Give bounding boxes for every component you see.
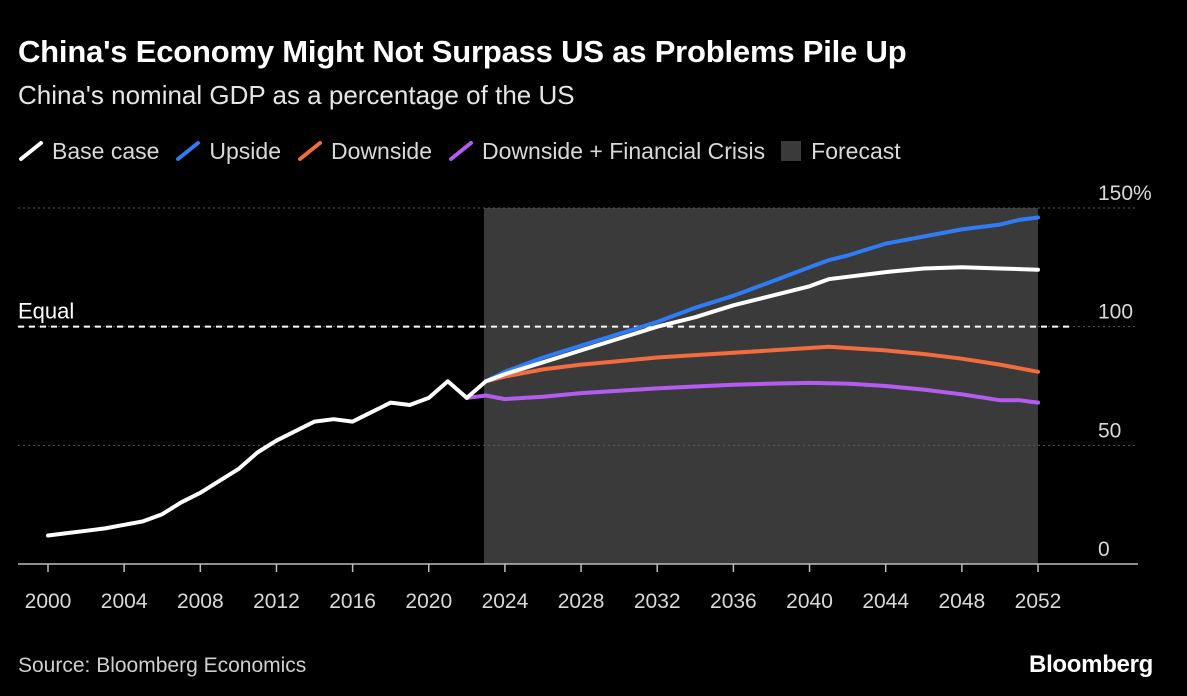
legend-item-upside: Upside: [175, 138, 281, 165]
legend-label-financial-crisis: Downside + Financial Crisis: [482, 137, 766, 164]
x-tick-label-2044: 2044: [862, 590, 909, 613]
legend-swatch-base-case: [19, 141, 43, 161]
series-line-downside: [483, 344, 1040, 384]
bloomberg-logo: Bloomberg: [1029, 651, 1153, 678]
x-tick-label-2012: 2012: [253, 590, 300, 613]
x-tick-label-2024: 2024: [482, 590, 529, 613]
source-note: Source: Bloomberg Economics: [18, 654, 307, 677]
legend-label-forecast: Forecast: [811, 137, 901, 164]
legend-item-downside: Downside: [297, 138, 432, 165]
x-tick-label-2016: 2016: [329, 590, 376, 613]
series-line-upside: [483, 215, 1040, 384]
x-tick-label-2008: 2008: [177, 590, 224, 613]
x-tick-label-2040: 2040: [786, 590, 833, 613]
legend-swatch-upside: [176, 141, 201, 161]
x-tick-label-2020: 2020: [405, 590, 452, 613]
y-tick-label-0: 0: [1098, 538, 1110, 561]
legend-swatch-financial-crisis: [449, 141, 474, 161]
legend-label-base-case: Base case: [52, 137, 160, 164]
x-tick-label-2052: 2052: [1015, 590, 1062, 613]
x-tick-label-2032: 2032: [634, 590, 681, 613]
x-tick-label-2036: 2036: [710, 590, 757, 613]
y-tick-label-150: 150%: [1098, 182, 1152, 205]
x-tick-label-2048: 2048: [938, 590, 985, 613]
series-line-base-case: [46, 265, 1040, 538]
x-tick-label-2000: 2000: [25, 590, 72, 613]
x-tick-label-2028: 2028: [558, 590, 605, 613]
forecast-region: [483, 208, 1038, 564]
legend-item-financial-crisis: Downside + Financial Crisis: [448, 138, 765, 165]
legend: Base case Upside Downside Downside + Fin…: [18, 136, 917, 166]
legend-label-downside: Downside: [331, 137, 433, 164]
legend-item-base-case: Base case: [18, 138, 159, 165]
legend-item-forecast: Forecast: [781, 137, 901, 165]
series-line-financial-crisis: [464, 380, 1040, 405]
chart-title: China's Economy Might Not Surpass US as …: [18, 34, 907, 69]
legend-label-upside: Upside: [209, 137, 282, 164]
x-tick-label-2004: 2004: [101, 590, 148, 613]
y-tick-label-50: 50: [1098, 419, 1121, 442]
legend-swatch-downside: [298, 141, 323, 161]
y-tick-label-100: 100: [1098, 301, 1133, 324]
chart-subtitle: China's nominal GDP as a percentage of t…: [18, 80, 575, 110]
equal-reference-label: Equal: [18, 299, 74, 324]
legend-swatch-forecast: [781, 141, 802, 161]
